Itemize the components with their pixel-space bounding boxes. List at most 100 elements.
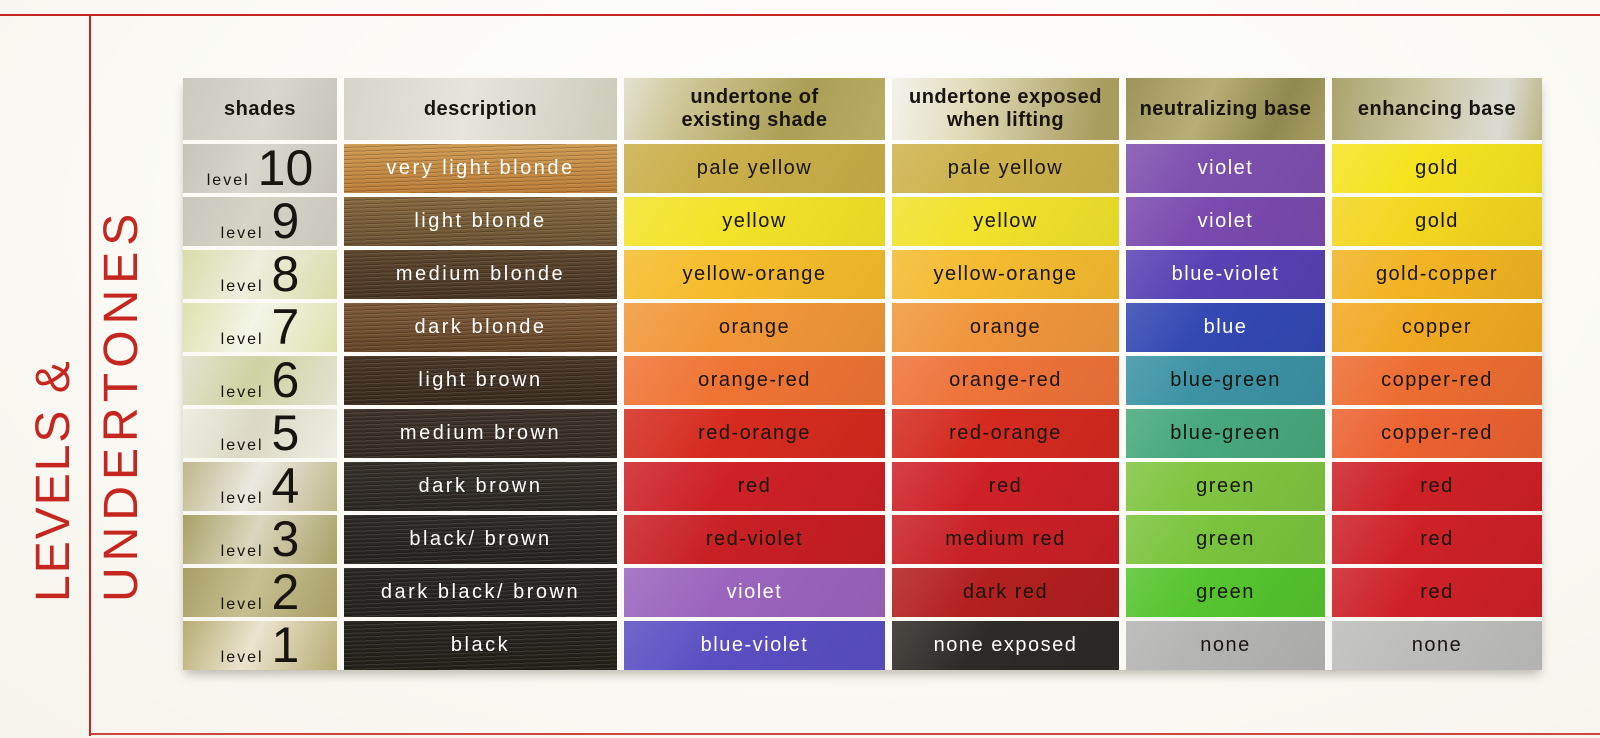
cell-enhancing: red — [1332, 568, 1542, 617]
level-number: 8 — [271, 250, 300, 299]
level-word: level — [220, 331, 264, 348]
cell-undertone-lifting: yellow-orange — [892, 250, 1119, 299]
cell-description: dark brown — [344, 462, 617, 511]
cell-neutralizing: blue — [1126, 303, 1325, 352]
level-label: level 10 — [206, 144, 314, 193]
cell-level: level 8 — [183, 250, 337, 299]
cell-level: level 2 — [183, 568, 337, 617]
level-number: 5 — [271, 409, 300, 458]
cell-neutralizing: green — [1126, 462, 1325, 511]
cell-neutralizing: violet — [1126, 144, 1325, 193]
cell-undertone-lifting: dark red — [892, 568, 1119, 617]
cell-undertone-existing: red-violet — [624, 515, 885, 564]
cell-neutralizing: green — [1126, 515, 1325, 564]
cell-neutralizing: blue-green — [1126, 356, 1325, 405]
cell-undertone-lifting: red — [892, 462, 1119, 511]
cell-neutralizing: blue-green — [1126, 409, 1325, 458]
cell-level: level 3 — [183, 515, 337, 564]
cell-level: level 6 — [183, 356, 337, 405]
level-label: level 8 — [220, 250, 300, 299]
cell-neutralizing: violet — [1126, 197, 1325, 246]
cell-undertone-lifting: yellow — [892, 197, 1119, 246]
level-label: level 7 — [220, 303, 300, 352]
cell-enhancing: none — [1332, 621, 1542, 670]
level-number: 4 — [271, 462, 300, 511]
cell-level: level 5 — [183, 409, 337, 458]
cell-level: level 10 — [183, 144, 337, 193]
cell-description: black/ brown — [344, 515, 617, 564]
level-word: level — [220, 437, 264, 454]
level-word: level — [220, 596, 264, 613]
cell-enhancing: gold — [1332, 197, 1542, 246]
cell-undertone-existing: red-orange — [624, 409, 885, 458]
cell-neutralizing: green — [1126, 568, 1325, 617]
level-label: level 5 — [220, 409, 300, 458]
cell-description: dark blonde — [344, 303, 617, 352]
cell-undertone-existing: yellow-orange — [624, 250, 885, 299]
level-number: 7 — [271, 303, 300, 352]
header-cell-neutralizing: neutralizing base — [1126, 78, 1325, 140]
cell-undertone-existing: violet — [624, 568, 885, 617]
cell-description: medium brown — [344, 409, 617, 458]
header-cell-enhancing: enhancing base — [1332, 78, 1542, 140]
cell-level: level 4 — [183, 462, 337, 511]
cell-level: level 1 — [183, 621, 337, 670]
cell-undertone-lifting: none exposed — [892, 621, 1119, 670]
cell-undertone-existing: blue-violet — [624, 621, 885, 670]
cell-level: level 9 — [183, 197, 337, 246]
header-cell-undertone-existing: undertone of existing shade — [624, 78, 885, 140]
level-label: level 6 — [220, 356, 300, 405]
level-number: 3 — [271, 515, 300, 564]
level-word: level — [220, 490, 264, 507]
level-word: level — [220, 278, 264, 295]
level-word: level — [220, 225, 264, 242]
cell-undertone-lifting: red-orange — [892, 409, 1119, 458]
cell-neutralizing: none — [1126, 621, 1325, 670]
cell-enhancing: copper-red — [1332, 409, 1542, 458]
level-number: 10 — [257, 144, 314, 193]
levels-undertones-table: shades description undertone of existing s… — [183, 78, 1542, 670]
cell-undertone-existing: red — [624, 462, 885, 511]
cell-undertone-existing: orange-red — [624, 356, 885, 405]
cell-description: black — [344, 621, 617, 670]
cell-undertone-lifting: orange-red — [892, 356, 1119, 405]
cell-description: light brown — [344, 356, 617, 405]
cell-undertone-existing: yellow — [624, 197, 885, 246]
level-label: level 2 — [220, 568, 300, 617]
cell-enhancing: copper — [1332, 303, 1542, 352]
cell-enhancing: copper-red — [1332, 356, 1542, 405]
cell-description: very light blonde — [344, 144, 617, 193]
level-word: level — [220, 384, 264, 401]
level-label: level 1 — [220, 621, 300, 670]
cell-description: medium blonde — [344, 250, 617, 299]
cell-enhancing: gold-copper — [1332, 250, 1542, 299]
cell-undertone-existing: orange — [624, 303, 885, 352]
level-number: 1 — [271, 621, 300, 670]
left-border-line — [89, 14, 91, 736]
cell-undertone-existing: pale yellow — [624, 144, 885, 193]
cell-undertone-lifting: pale yellow — [892, 144, 1119, 193]
level-number: 2 — [271, 568, 300, 617]
cell-description: light blonde — [344, 197, 617, 246]
level-label: level 4 — [220, 462, 300, 511]
cell-enhancing: gold — [1332, 144, 1542, 193]
cell-undertone-lifting: medium red — [892, 515, 1119, 564]
header-cell-shades: shades — [183, 78, 337, 140]
cell-neutralizing: blue-violet — [1126, 250, 1325, 299]
page-title-levels: LEVELS & — [27, 359, 80, 602]
bottom-border-line — [89, 733, 1600, 735]
header-cell-description: description — [344, 78, 617, 140]
level-label: level 3 — [220, 515, 300, 564]
cell-enhancing: red — [1332, 515, 1542, 564]
header-cell-undertone-lifting: undertone exposed when lifting — [892, 78, 1119, 140]
level-label: level 9 — [220, 197, 300, 246]
top-border-line — [0, 14, 1600, 16]
cell-undertone-lifting: orange — [892, 303, 1119, 352]
level-number: 9 — [271, 197, 300, 246]
level-word: level — [220, 649, 264, 666]
cell-level: level 7 — [183, 303, 337, 352]
page-title-undertones: UNDERTONES — [95, 207, 148, 602]
level-word: level — [220, 543, 264, 560]
level-word: level — [206, 172, 250, 189]
